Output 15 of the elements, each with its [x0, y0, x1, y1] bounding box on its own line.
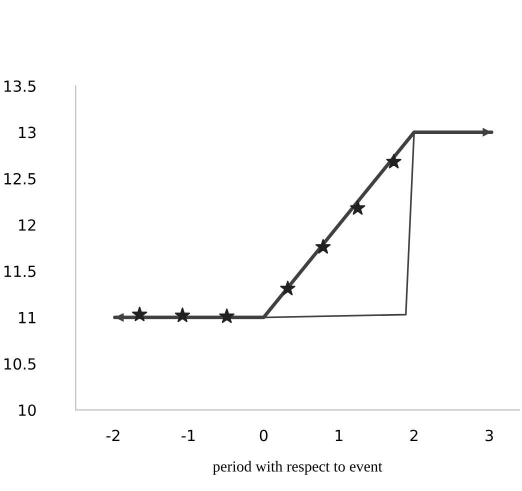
- y-tick-label: 12.5: [4, 172, 36, 185]
- x-axis-title: period with respect to event: [212, 460, 382, 475]
- x-tick-label: -1: [182, 430, 195, 442]
- y-tick-label: 11.5: [4, 266, 36, 278]
- y-tick-label: 12: [19, 219, 36, 231]
- x-tick-label: 0: [260, 430, 268, 442]
- x-tick-label: 3: [486, 430, 493, 442]
- y-tick-label: 13.5: [4, 80, 36, 92]
- x-tick-label: 2: [410, 430, 418, 442]
- y-tick-label: 11: [19, 312, 36, 324]
- y-tick-label: 10: [19, 404, 36, 416]
- x-tick-label: 1: [336, 430, 342, 442]
- x-tick-label: -2: [106, 430, 120, 442]
- y-tick-label: 13: [19, 126, 36, 138]
- y-tick-label: 10.5: [4, 358, 36, 370]
